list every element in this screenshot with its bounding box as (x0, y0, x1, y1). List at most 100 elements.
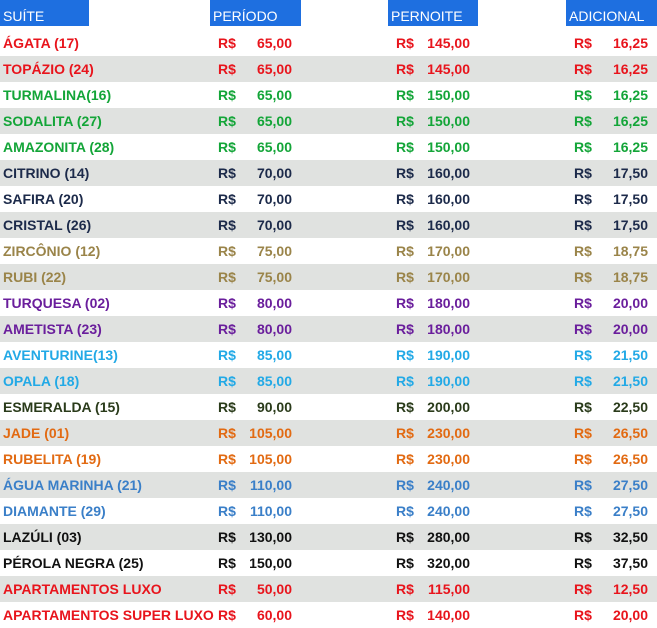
periodo-price: 65,00 (256, 139, 292, 155)
adicional-price: 12,50 (612, 581, 648, 597)
adicional-price: 17,50 (612, 165, 648, 181)
pernoite-price: 160,00 (427, 217, 470, 233)
periodo-currency: R$ (218, 425, 236, 441)
header-periodo: PERÍODO (210, 0, 301, 26)
periodo-currency: R$ (218, 529, 236, 545)
pernoite-price: 280,00 (427, 529, 470, 545)
pernoite-price: 230,00 (427, 451, 470, 467)
periodo-price: 110,00 (249, 503, 292, 519)
table-row: AMAZONITA (28) R$ 65,00 R$ 150,00 R$ 16,25 (0, 134, 657, 160)
periodo-price: 70,00 (256, 217, 292, 233)
pernoite-currency: R$ (396, 503, 414, 519)
adicional-currency: R$ (574, 425, 592, 441)
periodo-currency: R$ (218, 113, 236, 129)
periodo-price: 90,00 (256, 399, 292, 415)
adicional-price: 16,25 (612, 61, 648, 77)
adicional-currency: R$ (574, 87, 592, 103)
table-row: DIAMANTE (29) R$ 110,00 R$ 240,00 R$ 27,50 (0, 498, 657, 524)
table-row: RUBELITA (19) R$ 105,00 R$ 230,00 R$ 26,50 (0, 446, 657, 472)
header-suite: SUÍTE (0, 0, 89, 26)
table-row: ÁGATA (17) R$ 65,00 R$ 145,00 R$ 16,25 (0, 30, 657, 56)
pernoite-currency: R$ (396, 217, 414, 233)
periodo-price: 60,00 (256, 607, 292, 623)
adicional-currency: R$ (574, 217, 592, 233)
adicional-currency: R$ (574, 373, 592, 389)
suite-name: CITRINO (14) (3, 165, 90, 181)
periodo-currency: R$ (218, 139, 236, 155)
header-adicional: ADICIONAL (566, 0, 657, 26)
table-row: OPALA (18) R$ 85,00 R$ 190,00 R$ 21,50 (0, 368, 657, 394)
suite-name: TURQUESA (02) (3, 295, 110, 311)
periodo-price: 70,00 (256, 165, 292, 181)
adicional-price: 22,50 (612, 399, 648, 415)
pernoite-currency: R$ (396, 399, 414, 415)
pernoite-currency: R$ (396, 269, 414, 285)
pernoite-price: 140,00 (427, 607, 470, 623)
periodo-currency: R$ (218, 503, 236, 519)
table-row: PÉROLA NEGRA (25) R$ 150,00 R$ 320,00 R$ 37,50 (0, 550, 657, 576)
pernoite-price: 150,00 (427, 113, 470, 129)
suite-name: ZIRCÔNIO (12) (3, 243, 101, 259)
pernoite-currency: R$ (396, 191, 414, 207)
adicional-currency: R$ (574, 451, 592, 467)
table-row: JADE (01) R$ 105,00 R$ 230,00 R$ 26,50 (0, 420, 657, 446)
adicional-currency: R$ (574, 321, 592, 337)
periodo-price: 80,00 (256, 321, 292, 337)
pernoite-currency: R$ (396, 555, 414, 571)
adicional-price: 20,00 (612, 295, 648, 311)
pernoite-price: 190,00 (427, 347, 470, 363)
adicional-price: 32,50 (612, 529, 648, 545)
pernoite-currency: R$ (396, 529, 414, 545)
table-row: TURMALINA(16) R$ 65,00 R$ 150,00 R$ 16,25 (0, 82, 657, 108)
adicional-price: 20,00 (612, 321, 648, 337)
adicional-price: 26,50 (612, 425, 648, 441)
pernoite-currency: R$ (396, 347, 414, 363)
adicional-price: 16,25 (612, 35, 648, 51)
adicional-currency: R$ (574, 581, 592, 597)
table-row: CRISTAL (26) R$ 70,00 R$ 160,00 R$ 17,50 (0, 212, 657, 238)
pernoite-currency: R$ (396, 113, 414, 129)
pernoite-currency: R$ (396, 165, 414, 181)
periodo-price: 65,00 (256, 113, 292, 129)
table-row: CITRINO (14) R$ 70,00 R$ 160,00 R$ 17,50 (0, 160, 657, 186)
periodo-currency: R$ (218, 217, 236, 233)
periodo-price: 65,00 (256, 61, 292, 77)
adicional-price: 37,50 (612, 555, 648, 571)
adicional-currency: R$ (574, 607, 592, 623)
periodo-currency: R$ (218, 35, 236, 51)
adicional-price: 26,50 (612, 451, 648, 467)
suite-name: ÁGUA MARINHA (21) (3, 477, 142, 493)
table-row: TOPÁZIO (24) R$ 65,00 R$ 145,00 R$ 16,25 (0, 56, 657, 82)
periodo-currency: R$ (218, 191, 236, 207)
pernoite-currency: R$ (396, 243, 414, 259)
table-row: ZIRCÔNIO (12) R$ 75,00 R$ 170,00 R$ 18,75 (0, 238, 657, 264)
pernoite-price: 145,00 (427, 61, 470, 77)
adicional-currency: R$ (574, 555, 592, 571)
adicional-price: 27,50 (612, 503, 648, 519)
adicional-price: 27,50 (612, 477, 648, 493)
pernoite-price: 320,00 (427, 555, 470, 571)
pernoite-currency: R$ (396, 87, 414, 103)
adicional-price: 21,50 (612, 347, 648, 363)
suite-name: ESMERALDA (15) (3, 399, 120, 415)
periodo-price: 105,00 (249, 425, 292, 441)
periodo-currency: R$ (218, 165, 236, 181)
suite-name: APARTAMENTOS SUPER LUXO (3, 607, 214, 623)
table-row: AVENTURINE(13) R$ 85,00 R$ 190,00 R$ 21,50 (0, 342, 657, 368)
periodo-price: 75,00 (256, 269, 292, 285)
pernoite-currency: R$ (396, 35, 414, 51)
adicional-currency: R$ (574, 191, 592, 207)
periodo-price: 150,00 (249, 555, 292, 571)
periodo-currency: R$ (218, 347, 236, 363)
pernoite-currency: R$ (396, 61, 414, 77)
suite-name: SODALITA (27) (3, 113, 102, 129)
periodo-price: 65,00 (256, 35, 292, 51)
pernoite-price: 200,00 (427, 399, 470, 415)
adicional-price: 21,50 (612, 373, 648, 389)
adicional-currency: R$ (574, 139, 592, 155)
periodo-currency: R$ (218, 555, 236, 571)
adicional-price: 18,75 (612, 269, 648, 285)
periodo-currency: R$ (218, 295, 236, 311)
pernoite-price: 145,00 (427, 35, 470, 51)
adicional-price: 16,25 (612, 87, 648, 103)
